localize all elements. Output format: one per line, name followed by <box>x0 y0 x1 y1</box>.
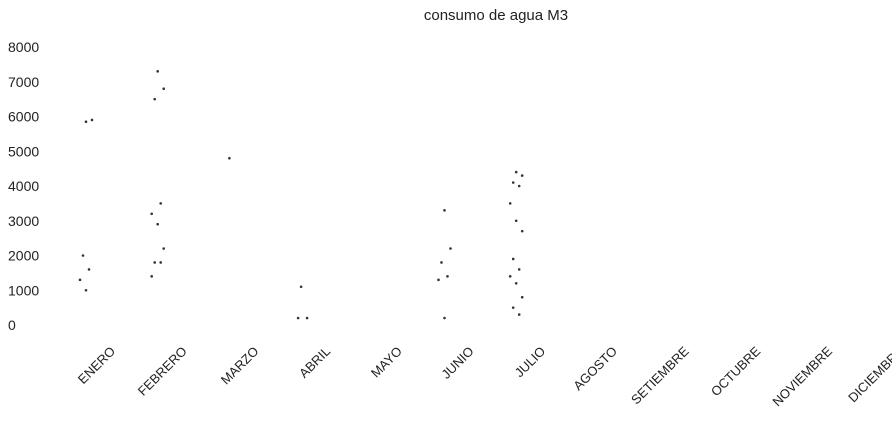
x-tick-label: MARZO <box>218 344 262 388</box>
y-axis-ticks: 8000 7000 6000 5000 4000 3000 2000 1000 0 <box>8 39 39 333</box>
data-point <box>156 222 159 226</box>
x-axis-ticks: ENERO FEBRERO MARZO ABRIL MAYO JUNIO JULIO AGOS… <box>75 343 892 409</box>
data-point <box>514 219 518 223</box>
data-point <box>520 229 524 233</box>
y-tick-label: 0 <box>8 317 16 333</box>
data-point <box>153 261 156 264</box>
x-tick-label: JUNIO <box>438 344 476 382</box>
data-point <box>228 156 231 160</box>
data-point <box>508 275 512 278</box>
y-tick-label: 4000 <box>8 178 39 194</box>
data-point <box>520 295 524 299</box>
data-point <box>511 306 515 309</box>
data-point <box>449 247 452 250</box>
data-point <box>508 202 512 205</box>
x-tick-label: DICIEMBRE <box>845 343 892 405</box>
y-tick-label: 3000 <box>8 213 39 229</box>
data-point <box>159 202 162 205</box>
data-point <box>150 212 153 216</box>
data-point <box>159 261 162 264</box>
data-point <box>84 120 88 124</box>
data-point <box>305 316 309 320</box>
data-point <box>81 254 85 257</box>
data-point <box>296 316 300 320</box>
data-point <box>440 261 443 264</box>
data-point <box>153 97 156 101</box>
data-point <box>443 316 446 320</box>
x-tick-label: FEBRERO <box>135 344 190 399</box>
data-points <box>78 70 524 320</box>
data-point <box>78 278 82 282</box>
data-point <box>437 278 440 282</box>
x-tick-label: SETIEMBRE <box>628 343 692 407</box>
data-point <box>514 282 518 285</box>
y-tick-label: 8000 <box>8 39 39 55</box>
data-point <box>299 285 303 289</box>
y-tick-label: 2000 <box>8 248 39 264</box>
data-point <box>517 313 521 316</box>
data-point <box>90 118 94 122</box>
x-tick-label: MAYO <box>368 344 405 381</box>
x-tick-label: JULIO <box>512 344 549 381</box>
x-tick-label: ABRIL <box>296 344 333 381</box>
data-point <box>517 268 521 271</box>
x-tick-label: ENERO <box>75 344 118 387</box>
data-point <box>162 247 165 250</box>
chart-title: consumo de agua M3 <box>424 7 568 24</box>
data-point <box>520 174 524 177</box>
data-point <box>511 181 515 184</box>
y-tick-label: 5000 <box>8 143 39 159</box>
x-tick-label: OCTUBRE <box>708 343 764 399</box>
y-tick-label: 7000 <box>8 74 39 90</box>
data-point <box>443 209 446 212</box>
y-tick-label: 6000 <box>8 109 39 125</box>
data-point <box>156 70 159 73</box>
y-tick-label: 1000 <box>8 282 39 298</box>
data-point <box>511 257 515 261</box>
data-point <box>87 268 91 271</box>
data-point <box>162 87 165 90</box>
x-tick-label: NOVIEMBRE <box>769 343 835 409</box>
x-tick-label: AGOSTO <box>570 344 620 394</box>
data-point <box>150 275 153 278</box>
data-point <box>84 288 88 292</box>
data-point <box>514 170 518 174</box>
data-point <box>446 275 449 278</box>
data-point <box>517 184 521 188</box>
